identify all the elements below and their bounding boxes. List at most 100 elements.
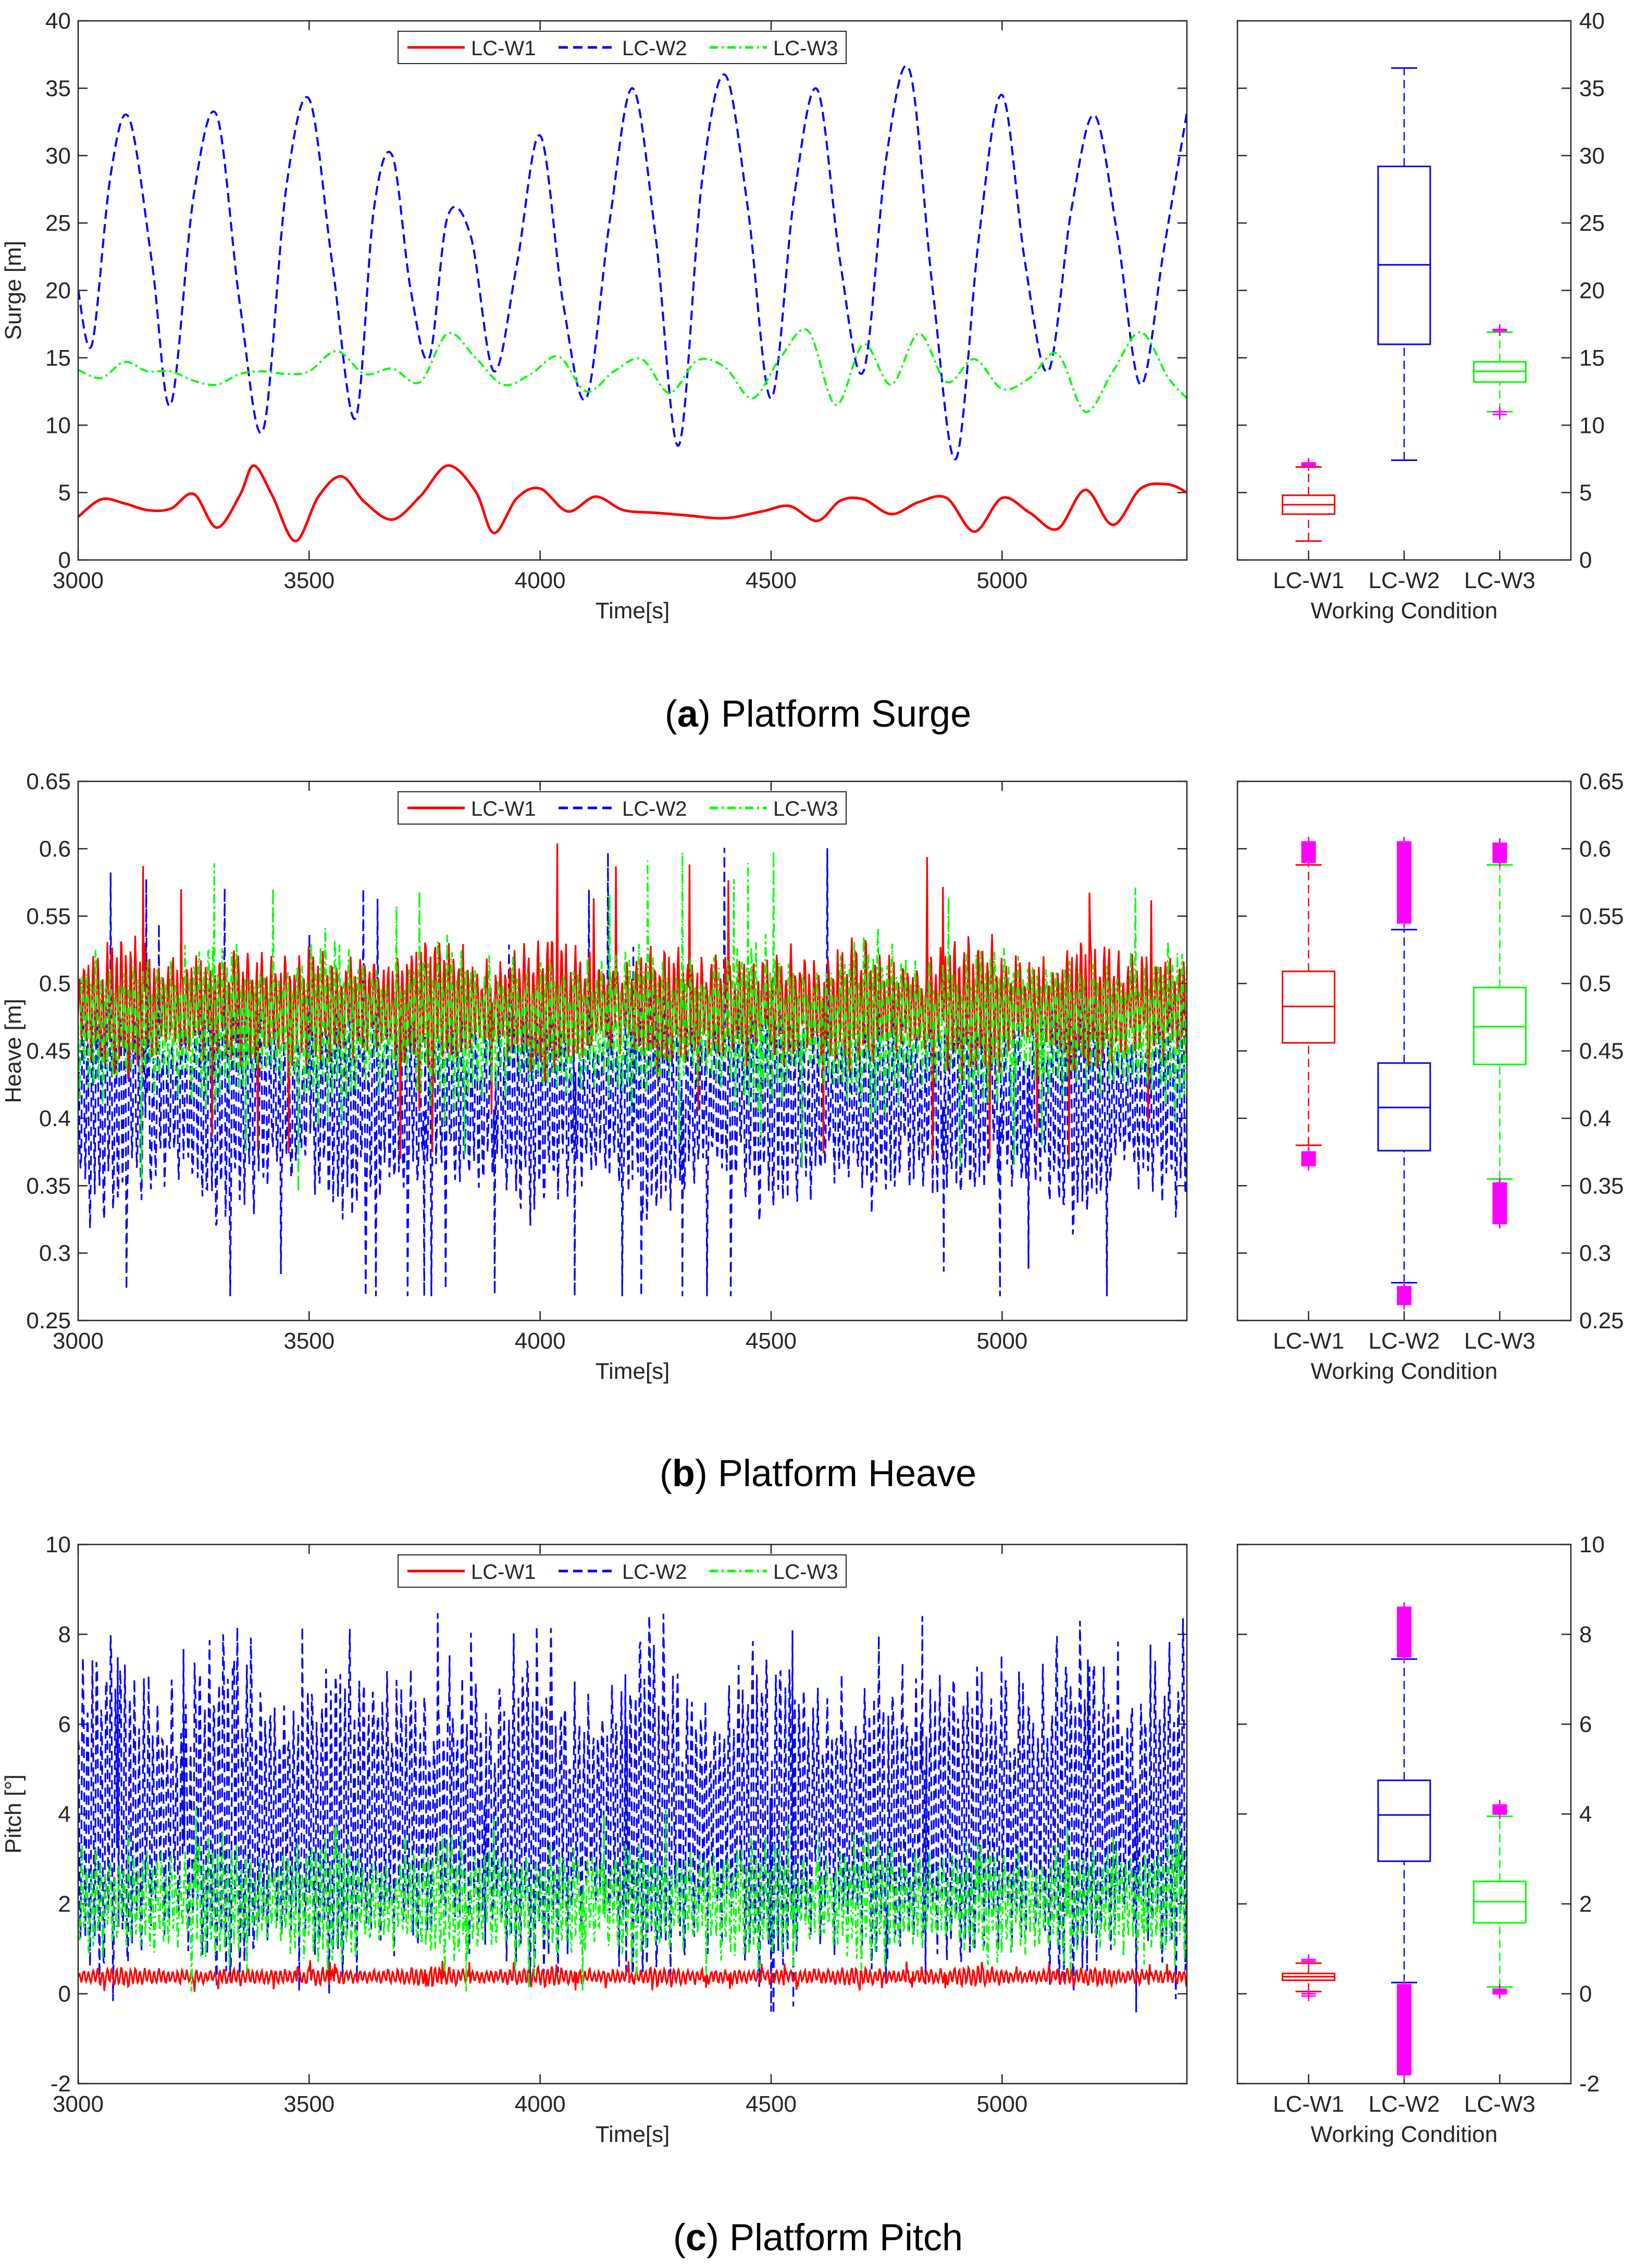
y-tick-label: 25 xyxy=(1579,210,1605,236)
y-tick-label: 4 xyxy=(1579,1802,1592,1827)
legend-box xyxy=(398,31,847,64)
series-LC-W3 xyxy=(78,851,1187,1192)
legend-label-LC-W1: LC-W1 xyxy=(471,797,536,820)
caption-b: (b) Platform Heave xyxy=(660,1453,976,1494)
box-LC-W1 xyxy=(1282,457,1336,542)
y-tick-label: 10 xyxy=(1579,413,1605,438)
x-tick-label: 5000 xyxy=(976,568,1027,593)
box-frame xyxy=(1236,20,1572,561)
y-tick-label: 0.45 xyxy=(1579,1039,1624,1064)
x-tick-label: 3500 xyxy=(283,568,334,593)
plot-frame xyxy=(77,780,1188,1322)
x-axis-label: Time[s] xyxy=(596,2122,670,2147)
y-tick-label: 0.65 xyxy=(26,769,71,794)
box-LC-W3 xyxy=(1472,1800,1527,1999)
box-LC-W2 xyxy=(1377,837,1431,1310)
x-tick-label: 3500 xyxy=(283,2091,334,2117)
box-LC-W2 xyxy=(1377,67,1431,462)
series-LC-W2 xyxy=(78,65,1187,460)
plot-frame xyxy=(77,1543,1188,2085)
y-tick-label: 0 xyxy=(58,547,71,573)
iqr-box xyxy=(1377,1779,1431,1862)
y-tick-label: 0.4 xyxy=(39,1106,71,1131)
y-tick-label: 25 xyxy=(45,210,71,236)
legend-label-LC-W1: LC-W1 xyxy=(471,1561,536,1584)
y-tick-label: 20 xyxy=(1579,278,1605,304)
y-tick-label: 0 xyxy=(1579,547,1592,573)
x-axis-label: Time[s] xyxy=(596,1359,670,1384)
outlier-band xyxy=(1492,1805,1507,1814)
y-tick-label: 0 xyxy=(58,1982,71,2007)
y-tick-label: 0.25 xyxy=(1579,1308,1624,1334)
series-LC-W1 xyxy=(78,1960,1187,1992)
x-tick-label: LC-W2 xyxy=(1369,1328,1440,1354)
legend-label-LC-W2: LC-W2 xyxy=(622,797,687,820)
pitch-timeseries: -2 0 2 4 6 8 10 3000 3500 4000 4500 5000 Time[s] Pitc… xyxy=(1,1532,1188,2147)
legend: LC-W1 LC-W2 LC-W3 xyxy=(398,791,847,825)
x-tick-label: LC-W3 xyxy=(1464,1328,1535,1354)
caption-c: (c) Platform Pitch xyxy=(673,2217,963,2259)
box-LC-W1 xyxy=(1282,1954,1336,2001)
y-tick-label: 40 xyxy=(45,8,71,34)
legend-box xyxy=(398,791,847,825)
x-tick-label: LC-W1 xyxy=(1273,1328,1344,1354)
y-axis-label: Surge [m] xyxy=(1,241,26,340)
y-tick-label: 0.35 xyxy=(1579,1173,1624,1199)
outlier-band xyxy=(1397,1985,1411,2075)
y-tick-label: 6 xyxy=(1579,1712,1592,1737)
y-tick-label: 40 xyxy=(1579,8,1605,34)
x-tick-label: 3000 xyxy=(53,1328,104,1354)
legend: LC-W1 LC-W2 LC-W3 xyxy=(398,31,847,64)
plot-area xyxy=(78,1613,1187,2015)
legend-label-LC-W1: LC-W1 xyxy=(471,37,536,60)
y-tick-label: 8 xyxy=(58,1622,71,1648)
y-tick-label: 5 xyxy=(58,480,71,506)
plot-area xyxy=(78,65,1187,543)
box-LC-W2 xyxy=(1377,1602,1431,2080)
y-tick-label: 0.3 xyxy=(39,1241,71,1266)
x-axis-label: Time[s] xyxy=(596,598,670,624)
surge-timeseries: 0 5 10 15 20 25 30 35 40 3000 3500 4000 4500 5000 Time… xyxy=(1,8,1188,624)
x-tick-label: 4500 xyxy=(746,568,797,593)
legend-label-LC-W2: LC-W2 xyxy=(622,37,687,60)
y-tick-label: 10 xyxy=(45,413,71,438)
x-tick-label: LC-W1 xyxy=(1273,2091,1344,2117)
legend: LC-W1 LC-W2 LC-W3 xyxy=(398,1554,847,1588)
legend-label-LC-W3: LC-W3 xyxy=(773,37,838,60)
x-axis-label: Working Condition xyxy=(1311,598,1498,624)
box-LC-W1 xyxy=(1282,837,1336,1171)
x-tick-label: 3000 xyxy=(53,568,104,593)
outlier-band xyxy=(1301,463,1316,466)
box-LC-W3 xyxy=(1472,838,1527,1229)
y-tick-label: 15 xyxy=(45,345,71,371)
outlier-band xyxy=(1492,1183,1507,1224)
y-tick-label: 0.65 xyxy=(1579,769,1624,794)
x-tick-label: LC-W3 xyxy=(1464,568,1535,593)
y-tick-label: 2 xyxy=(58,1891,71,1917)
x-tick-label: 4000 xyxy=(515,2091,566,2117)
box-frame xyxy=(1236,1543,1572,2085)
y-tick-label: 35 xyxy=(45,76,71,101)
y-tick-label: -2 xyxy=(51,2071,71,2097)
iqr-box xyxy=(1377,165,1431,345)
series-LC-W1 xyxy=(78,464,1187,543)
pitch-boxplot: -2 0 2 4 6 8 10 LC-W1 LC-W2 LC-W3 Working Conditio… xyxy=(1236,1532,1605,2147)
x-axis-label: Working Condition xyxy=(1311,2122,1498,2147)
outlier-band xyxy=(1397,842,1411,923)
y-tick-label: 0.5 xyxy=(1579,971,1611,996)
x-tick-label: 5000 xyxy=(976,1328,1027,1354)
x-tick-label: LC-W2 xyxy=(1369,2091,1440,2117)
x-tick-label: LC-W1 xyxy=(1273,568,1344,593)
heave-boxplot: 0.25 0.3 0.35 0.4 0.45 0.5 0.55 0.6 0.65 LC-W1 LC-… xyxy=(1236,769,1624,1384)
x-axis-label: Working Condition xyxy=(1311,1359,1498,1384)
x-tick-label: LC-W2 xyxy=(1369,568,1440,593)
y-tick-label: 0.35 xyxy=(26,1173,71,1199)
surge-boxplot: 0 5 10 15 20 25 30 35 40 LC-W1 LC-W2 LC-W3 Working C… xyxy=(1236,8,1605,624)
x-tick-label: LC-W3 xyxy=(1464,2091,1535,2117)
outlier-band xyxy=(1397,1607,1411,1657)
y-tick-label: 0.55 xyxy=(1579,904,1624,929)
y-tick-label: 30 xyxy=(1579,143,1605,169)
series-LC-W3 xyxy=(78,328,1187,413)
